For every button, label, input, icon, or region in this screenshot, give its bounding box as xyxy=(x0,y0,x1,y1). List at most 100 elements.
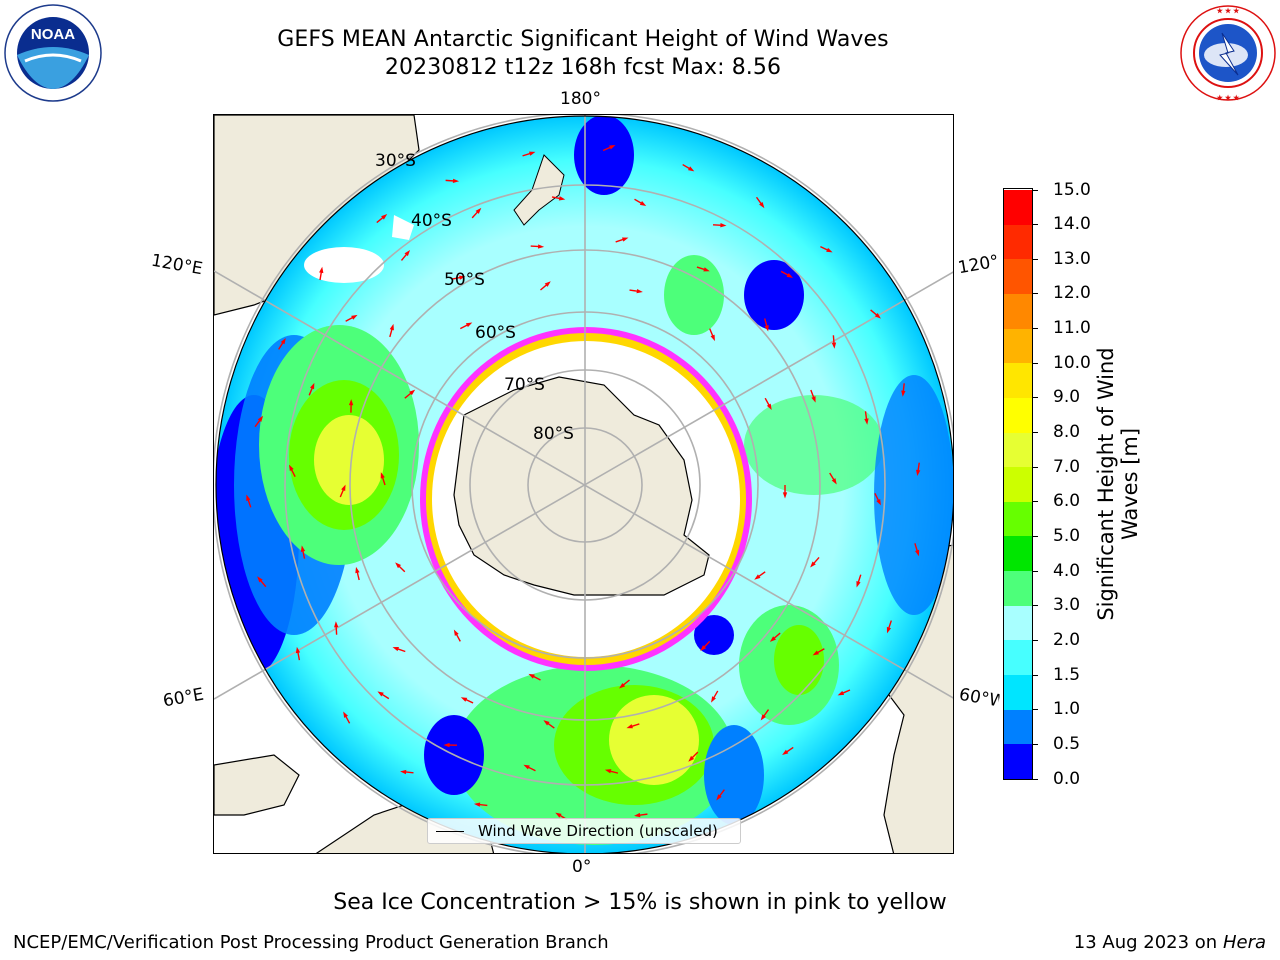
wave-arrow-head xyxy=(443,742,450,748)
colorbar-tick-label: 12.0 xyxy=(1053,283,1091,304)
colorbar-tick xyxy=(1033,466,1038,468)
wave-arrow-head xyxy=(782,749,789,756)
legend-label: Wind Wave Direction (unscaled) xyxy=(478,822,718,840)
wave-arrow-head xyxy=(876,498,881,506)
colorbar-tick xyxy=(1033,224,1038,226)
wave-arrow-head xyxy=(621,237,629,242)
colorbar-level xyxy=(1004,189,1032,225)
chart-subtitle: 20230812 t12z 168h fcst Max: 8.56 xyxy=(384,55,782,80)
wave-arrow-head xyxy=(555,812,562,818)
wave-arrow-head xyxy=(528,673,535,679)
land-tasmania xyxy=(392,215,414,240)
wave-arrow-head xyxy=(537,244,545,249)
wave-arrow-head xyxy=(453,629,459,636)
land-africa xyxy=(214,754,300,816)
colorbar-level xyxy=(1004,501,1032,537)
wave-arrow-head xyxy=(452,178,460,184)
colorbar-tick-label: 0.5 xyxy=(1053,733,1081,754)
wave-arrow-head xyxy=(901,390,906,397)
wave-arrow-head xyxy=(604,769,612,774)
wave-arrow-head xyxy=(465,322,473,328)
wave-arrow-head xyxy=(348,399,354,406)
land-new-zealand xyxy=(513,154,565,226)
footer-date-text: 13 Aug 2023 on xyxy=(1073,932,1218,953)
colorbar-level xyxy=(1004,432,1032,468)
wave-arrow-head xyxy=(609,145,616,150)
wave-arrow-head xyxy=(288,464,294,472)
colorbar-tick-label: 6.0 xyxy=(1053,491,1081,512)
wave-arrow-head xyxy=(395,562,402,569)
wave-arrow-head xyxy=(786,273,794,278)
colorbar-title-line2: Waves [m] xyxy=(1118,427,1142,541)
colorbar-tick-label: 9.0 xyxy=(1053,387,1081,408)
colorbar-tick xyxy=(1033,709,1038,711)
legend-line-sample xyxy=(436,831,464,832)
wave-arrow-head xyxy=(377,691,384,697)
wave-arrow-head xyxy=(319,266,324,274)
colorbar-tick-label: 10.0 xyxy=(1053,352,1091,373)
wave-arrow-head xyxy=(700,645,707,652)
wave-arrow-head xyxy=(475,207,482,214)
wave-arrow-head xyxy=(810,561,816,568)
wave-arrow-head xyxy=(759,201,765,209)
wave-arrow-head xyxy=(529,151,536,156)
wave-arrow-head xyxy=(831,478,837,485)
wave-arrow-head xyxy=(687,166,695,172)
colorbar-level xyxy=(1004,328,1032,364)
lat-label-60s: 60°S xyxy=(475,323,516,343)
wave-arrow-head xyxy=(389,323,394,331)
colorbar-tick-label: 2.0 xyxy=(1053,629,1081,650)
wave-arrow-head xyxy=(634,812,641,818)
wave-arrow-head xyxy=(351,314,358,320)
colorbar-level xyxy=(1004,466,1032,502)
colorbar-tick-label: 1.0 xyxy=(1053,699,1081,720)
wave-arrow-head xyxy=(914,549,920,557)
colorbar-level xyxy=(1004,743,1032,779)
colorbar-tick-label: 1.5 xyxy=(1053,664,1081,685)
wave-arrow-head xyxy=(826,247,833,253)
wave-arrow-head xyxy=(380,472,385,479)
colorbar-tick xyxy=(1033,258,1038,260)
lon-label-60w: 60°W xyxy=(957,684,1001,712)
colorbar-tick xyxy=(1033,432,1038,434)
colorbar-tick xyxy=(1033,605,1038,607)
colorbar-level xyxy=(1004,397,1032,433)
colorbar-tick xyxy=(1033,328,1038,330)
colorbar-tick xyxy=(1033,570,1038,572)
colorbar-tick-label: 7.0 xyxy=(1053,456,1081,477)
wave-arrow-head xyxy=(811,396,816,403)
wave-arrow-head xyxy=(246,494,251,501)
colorbar-tick xyxy=(1033,535,1038,537)
wave-arrow-head xyxy=(257,576,263,583)
lon-label-0: 0° xyxy=(572,857,592,877)
colorbar-tick-label: 4.0 xyxy=(1053,560,1081,581)
lon-grid xyxy=(214,115,953,853)
colorbar-tick-label: 15.0 xyxy=(1053,179,1091,200)
wave-arrow-head xyxy=(754,574,761,580)
colorbar-tick xyxy=(1033,189,1038,191)
colorbar xyxy=(1003,188,1033,780)
wave-arrow-head xyxy=(639,201,647,206)
lat-label-40s: 40°S xyxy=(411,211,452,231)
colorbar-tick xyxy=(1033,293,1038,295)
colorbar-tick-label: 3.0 xyxy=(1053,595,1081,616)
wave-arrow-head xyxy=(711,696,716,703)
colorbar-level xyxy=(1004,258,1032,294)
wave-arrow-head xyxy=(558,196,566,201)
lat-label-30s: 30°S xyxy=(375,151,416,171)
colorbar-tick xyxy=(1033,743,1038,745)
wave-arrow-head xyxy=(473,802,481,807)
nws-logo: ★ ★ ★ ★ ★ ★ xyxy=(1178,3,1278,103)
map-boundary xyxy=(215,115,953,853)
wave-arrow-head xyxy=(874,313,881,319)
colorbar-tick-label: 5.0 xyxy=(1053,525,1081,546)
wave-arrow-head xyxy=(400,769,407,775)
svg-text:★ ★ ★: ★ ★ ★ xyxy=(1217,94,1240,102)
wave-arrow-head xyxy=(688,755,695,762)
lon-label-120w: 120°W xyxy=(956,251,1000,279)
wave-arrow-head xyxy=(257,415,264,422)
wave-arrow-head xyxy=(916,469,921,477)
wave-arrow-head xyxy=(886,626,892,634)
wave-arrow-head xyxy=(720,223,727,228)
colorbar-tick-label: 13.0 xyxy=(1053,248,1091,269)
